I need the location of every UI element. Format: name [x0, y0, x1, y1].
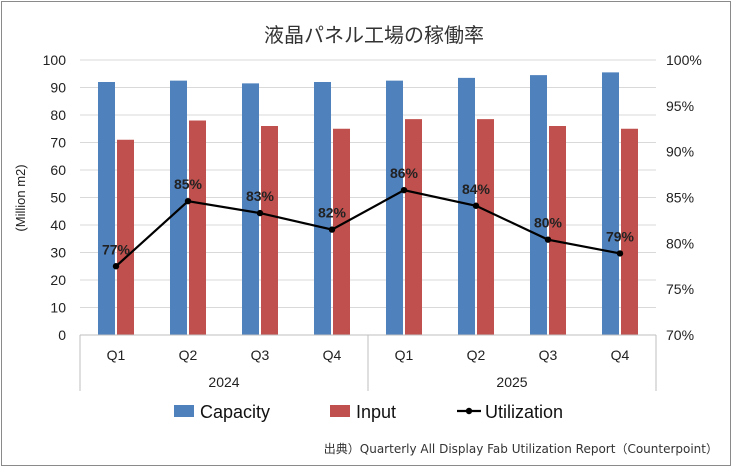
x-tick-label: Q2 — [467, 347, 486, 363]
utilization-data-label: 80% — [534, 215, 563, 231]
capacity-bar — [386, 80, 403, 335]
y-left-tick-label: 70 — [50, 135, 66, 151]
y-left-tick-label: 60 — [50, 162, 66, 178]
x-tick-label: Q1 — [395, 347, 414, 363]
capacity-legend-swatch — [174, 405, 194, 417]
y-left-tick-label: 90 — [50, 80, 66, 96]
legend: Capacity Input Utilization — [174, 402, 563, 422]
utilization-point — [184, 197, 192, 205]
chart-title: 液晶パネル工場の稼働率 — [264, 23, 484, 47]
utilization-data-label: 85% — [174, 176, 203, 192]
capacity-bar — [602, 72, 619, 335]
input-bar — [261, 126, 278, 335]
y-right-tick-label: 75% — [666, 281, 694, 297]
capacity-bar — [242, 83, 259, 335]
x-group-label: 2024 — [208, 374, 239, 390]
y-left-tick-label: 100 — [43, 52, 67, 68]
utilization-point — [256, 209, 264, 217]
y-left-tick-label: 20 — [50, 272, 66, 288]
utilization-data-label: 83% — [246, 188, 275, 204]
y-left-tick-label: 30 — [50, 245, 66, 261]
input-bar — [189, 120, 206, 335]
utilization-point — [616, 250, 624, 257]
x-tick-label: Q1 — [107, 347, 126, 363]
utilization-point — [112, 263, 120, 270]
input-bar — [117, 139, 134, 335]
utilization-data-label: 86% — [390, 165, 419, 181]
y-left-tick-label: 40 — [50, 217, 66, 233]
utilization-point — [328, 226, 336, 233]
y-right-tick-label: 95% — [666, 98, 694, 114]
y-right-tick-label: 70% — [666, 327, 694, 343]
y-right-tick-label: 80% — [666, 235, 694, 251]
utilization-point — [472, 202, 480, 209]
utilization-data-label: 77% — [102, 241, 131, 257]
input-bar — [621, 128, 638, 335]
x-tick-label: Q3 — [539, 347, 558, 363]
bars — [98, 72, 638, 335]
y-right-tick-label: 100% — [666, 52, 702, 68]
y-left-tick-label: 80 — [50, 107, 66, 123]
capacity-bar — [314, 82, 331, 335]
x-tick-label: Q4 — [323, 347, 342, 363]
input-bar — [549, 126, 566, 335]
legend-label: Input — [356, 402, 396, 422]
y-left-tick-label: 0 — [58, 327, 66, 343]
y-left-tick-label: 50 — [50, 190, 66, 206]
x-tick-label: Q2 — [179, 347, 198, 363]
x-tick-label: Q3 — [251, 347, 270, 363]
input-bar — [405, 119, 422, 335]
legend-label: Utilization — [485, 402, 563, 422]
capacity-bar — [170, 80, 187, 335]
legend-item-input: Input — [330, 402, 396, 422]
utilization-line: 77% 85% 83% 82% 86% 84% 80% 79% — [102, 165, 635, 270]
utilization-point — [400, 186, 408, 194]
y-right-tick-label: 85% — [666, 190, 694, 206]
y-left-tick-label: 10 — [50, 300, 66, 316]
utilization-point — [544, 236, 552, 243]
x-tick-label: Q4 — [611, 347, 630, 363]
gridlines — [80, 59, 656, 308]
utilization-data-label: 84% — [462, 181, 491, 197]
capacity-bar — [458, 77, 475, 335]
y-right-tick-label: 90% — [666, 144, 694, 160]
source-note: 出典）Quarterly All Display Fab Utilization… — [324, 442, 718, 456]
input-legend-swatch — [330, 405, 350, 417]
legend-item-capacity: Capacity — [174, 402, 270, 422]
utilization-line-path — [115, 189, 621, 268]
utilization-data-label: 82% — [318, 205, 347, 221]
axes: 0 10 20 30 40 50 60 70 80 90 100 70% 75% 80% 85% 90% 95%… — [43, 52, 702, 391]
x-group-label: 2025 — [496, 374, 527, 390]
legend-label: Capacity — [200, 402, 270, 422]
input-bar — [477, 119, 494, 335]
utilization-legend-marker — [465, 407, 473, 415]
y-axis-left-label: (Million m2) — [13, 164, 28, 231]
legend-item-utilization: Utilization — [457, 402, 563, 422]
capacity-bar — [98, 82, 115, 335]
utilization-data-label: 79% — [606, 228, 635, 244]
capacity-bar — [530, 75, 547, 335]
input-bar — [333, 128, 350, 335]
